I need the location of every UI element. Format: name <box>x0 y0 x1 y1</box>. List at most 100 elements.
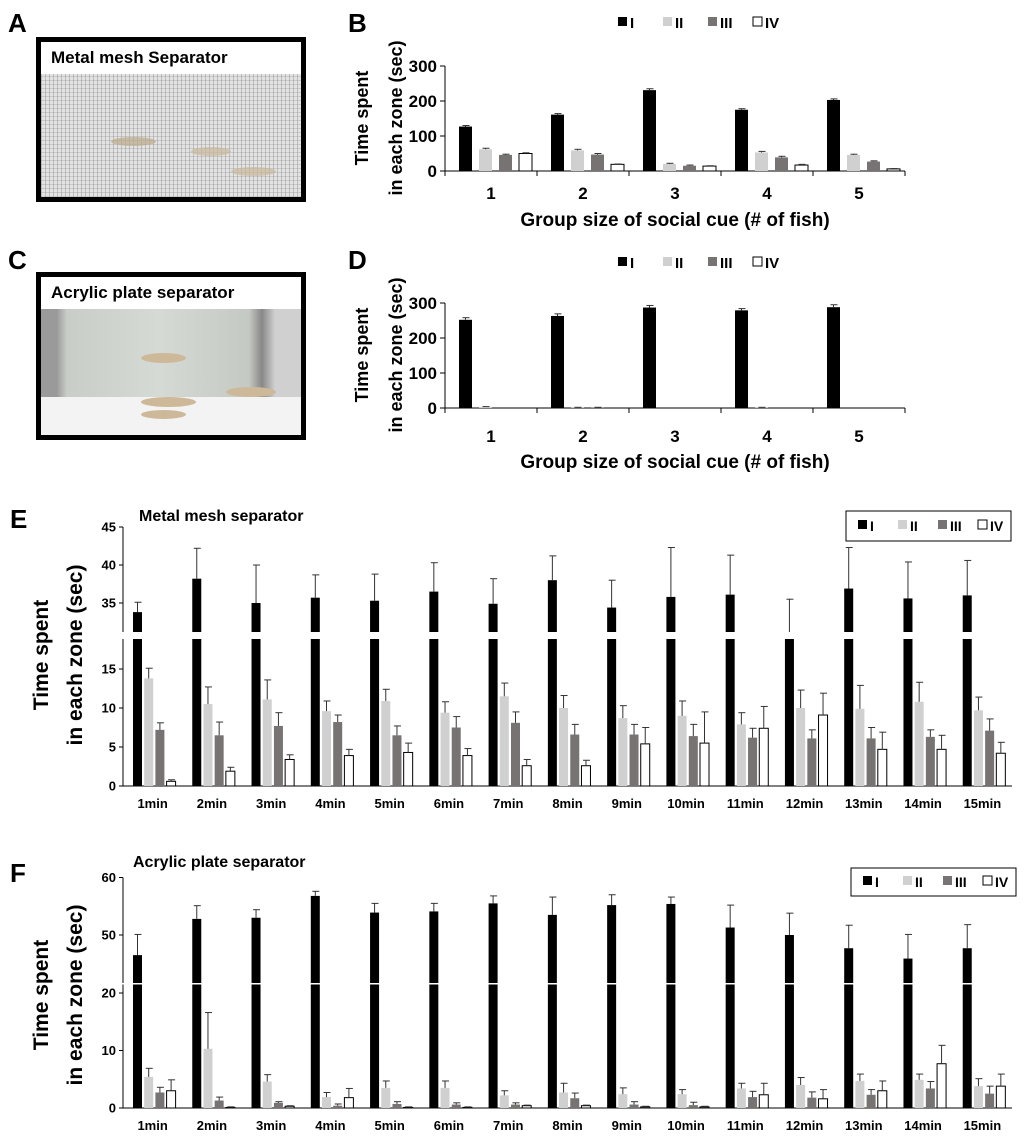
axis-break <box>117 632 1012 639</box>
bar-iii <box>214 1100 224 1108</box>
bar-i <box>844 948 854 1108</box>
bar-i <box>903 958 913 1108</box>
bar-iv <box>699 1106 710 1109</box>
bar-iv <box>521 1105 532 1109</box>
bar-i <box>370 912 380 1108</box>
bar-i <box>962 948 972 1108</box>
bar-i <box>607 607 617 786</box>
y-tick-label: 0 <box>109 1101 116 1116</box>
x-tick-label: 8min <box>552 1118 582 1133</box>
bar-ii <box>381 1087 391 1108</box>
bar-iii <box>451 727 461 786</box>
legend-label-iii: III <box>720 255 733 272</box>
legend-swatch-i <box>858 520 867 529</box>
bar-ii <box>559 1092 569 1108</box>
bar-iii <box>499 154 512 171</box>
bar-i <box>459 126 472 171</box>
bar-i <box>784 935 794 1108</box>
y-tick-label: 0 <box>428 399 437 418</box>
y-axis-label-line2: in each zone (sec) <box>64 905 87 1086</box>
x-tick-label: 6min <box>434 796 464 811</box>
bar-i <box>133 612 142 786</box>
bar-iii <box>214 735 224 786</box>
y-tick-label: 40 <box>102 558 116 573</box>
bar-iv <box>284 758 295 787</box>
bar-iv <box>225 770 236 787</box>
bar-iii <box>451 1104 461 1108</box>
x-tick-label: 7min <box>493 796 523 811</box>
legend-label-ii: II <box>675 15 683 32</box>
bar-i <box>735 310 748 408</box>
legend-label-iv: IV <box>995 874 1009 890</box>
x-tick-label: 1min <box>137 1118 167 1133</box>
bar-ii <box>847 154 860 171</box>
bar-iv <box>580 765 591 787</box>
legend-label-i: I <box>630 15 634 32</box>
legend-swatch-iii <box>938 520 947 529</box>
bar-i <box>251 917 261 1108</box>
x-tick-label: 11min <box>727 1118 764 1133</box>
y-axis-label-line2: in each zone (sec) <box>386 277 406 432</box>
legend-label-iv: IV <box>990 518 1004 534</box>
y-axis-label-line2: in each zone (sec) <box>386 40 406 195</box>
y-tick-label: 5 <box>109 740 116 755</box>
bar-i <box>429 911 439 1108</box>
legend-label-ii: II <box>915 874 923 890</box>
bar-ii <box>381 700 391 786</box>
x-tick-label: 13min <box>845 1118 883 1133</box>
bar-ii <box>479 149 492 171</box>
bar-ii <box>499 1095 509 1108</box>
bar-iii <box>333 722 343 786</box>
bar-iv <box>521 765 532 787</box>
bar-ii <box>322 711 331 786</box>
chart-b: 0 100 200 300 1 2 3 4 5 Group size of social cue … <box>352 15 906 231</box>
bar-iv <box>936 748 947 787</box>
x-tick-label: 13min <box>845 796 883 811</box>
bar-ii <box>855 708 865 786</box>
y-axis-label-line1: Time spent <box>30 940 53 1050</box>
bar-iv <box>284 1105 295 1109</box>
legend-label-ii: II <box>910 518 918 534</box>
x-tick-label: 4 <box>762 427 772 446</box>
bar-iii <box>629 1104 639 1108</box>
bar-ii <box>914 701 924 786</box>
y-tick-label: 200 <box>409 329 437 348</box>
bar-ii <box>322 1097 331 1108</box>
legend-swatch-iv <box>752 16 763 27</box>
legend-swatch-i <box>863 876 872 885</box>
bar-ii <box>262 699 272 786</box>
y-tick-label: 50 <box>102 928 116 943</box>
bar-i <box>547 914 557 1108</box>
bar-iv <box>818 1098 829 1109</box>
bar-ii <box>559 708 569 786</box>
bar-i <box>547 580 557 786</box>
legend-swatch-iv <box>982 875 993 886</box>
legend-label-i: I <box>630 255 634 272</box>
bar-i <box>429 591 439 786</box>
legend-swatch-ii <box>663 257 672 266</box>
bar-i <box>551 114 564 171</box>
bar-i <box>310 597 320 786</box>
x-axis-label: Group size of social cue (# of fish) <box>520 210 829 231</box>
bar-iii <box>392 735 402 786</box>
bar-ii <box>203 1048 213 1108</box>
bar-ii <box>677 715 687 786</box>
bar-iv <box>403 1106 414 1109</box>
bar-i <box>827 307 840 408</box>
bar-iv <box>462 1106 473 1109</box>
panel-label-a: A <box>8 8 27 38</box>
bar-iv <box>877 748 888 787</box>
x-tick-label: 10min <box>667 796 705 811</box>
bar-iii <box>273 1102 283 1108</box>
bar-iii <box>333 1105 343 1108</box>
bar-iv <box>995 1085 1006 1109</box>
bar-iv <box>343 1097 354 1109</box>
bar-ii <box>499 696 509 786</box>
panel-label-e: E <box>10 504 28 534</box>
x-tick-label: 1 <box>486 184 495 203</box>
bar-i <box>459 319 472 408</box>
bar-ii <box>571 150 584 171</box>
y-axis-label-line1: Time spent <box>30 600 53 710</box>
bar-iv <box>758 727 769 787</box>
bar-i <box>666 903 676 1108</box>
